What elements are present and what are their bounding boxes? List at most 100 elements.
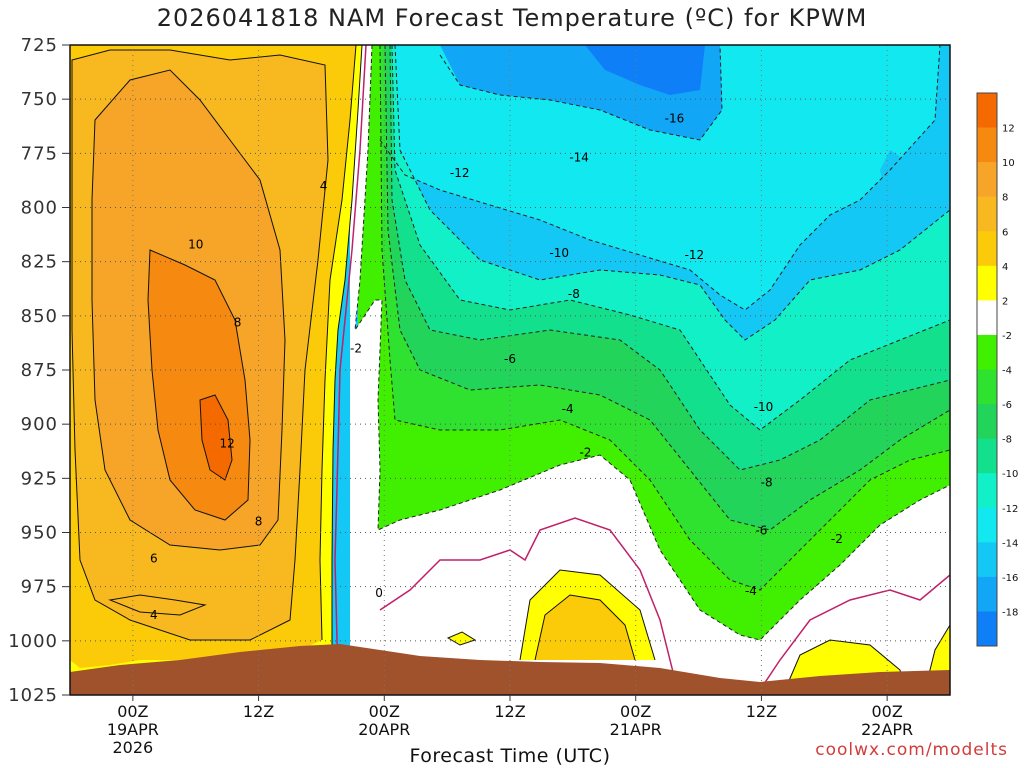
band-minus-18 — [585, 45, 705, 95]
y-tick-label: 1025 — [8, 685, 58, 706]
contour-label: -10 — [549, 246, 569, 260]
pocket-warm-2 — [535, 595, 635, 660]
contour-zero-3 — [759, 574, 950, 691]
colorbar-segment — [977, 265, 997, 301]
colorbar-segment — [977, 334, 997, 370]
x-tick-time: 00Z — [620, 702, 651, 721]
contour-minus-6 — [384, 45, 950, 531]
contour-zero-2 — [379, 517, 676, 681]
x-tick-time: 00Z — [871, 702, 902, 721]
y-tick-label: 850 — [21, 306, 58, 327]
colorbar-segment — [977, 611, 997, 647]
colorbar-segment — [977, 300, 997, 336]
band-minus-14 — [380, 45, 940, 310]
colorbar-tick-label: -8 — [1002, 435, 1012, 446]
colorbar-segment — [977, 162, 997, 198]
colorbar-tick-label: 10 — [1002, 158, 1015, 169]
contour-minus-14 — [379, 45, 941, 311]
plot-area: 10 8 12 8 6 4 4 -2 0 -12 -10 -8 -6 -4 -2 -14 -16 -12 -10 -8… — [70, 45, 950, 695]
band-plus-12 — [200, 395, 232, 480]
colorbar-segment — [977, 196, 997, 232]
colorbar-segment — [977, 231, 997, 267]
colorbar-segment — [977, 93, 997, 129]
colorbar-border — [976, 92, 998, 647]
y-tick-label: 1000 — [8, 631, 58, 652]
colorbar-segment — [977, 438, 997, 474]
colorbar-tick-label: 2 — [1002, 296, 1008, 307]
contour-minus-8 — [389, 45, 950, 471]
colorbar-tick-label: -2 — [1002, 331, 1012, 342]
contour-minus-4 — [379, 45, 950, 591]
colorbar-tick-label: 4 — [1002, 262, 1008, 273]
x-axis-label: Forecast Time (UTC) — [409, 745, 611, 767]
pocket-cold-1 — [880, 150, 905, 190]
contour-label: 10 — [188, 237, 203, 251]
colorbar-tick-label: -4 — [1002, 366, 1012, 377]
x-tick-date: 20APR — [358, 720, 410, 739]
contour-minus-10 — [391, 45, 950, 431]
colorbar-segment — [977, 542, 997, 578]
contour-plus-6 — [71, 49, 329, 641]
contour-label: -2 — [350, 341, 362, 355]
x-tick-date: 19APR — [107, 720, 159, 739]
contour-label: 8 — [255, 515, 263, 529]
x-tick-time: 12Z — [746, 702, 777, 721]
contour-label: 0 — [375, 586, 383, 600]
contour-plus-12 — [199, 394, 233, 481]
x-tick-date: 21APR — [610, 720, 662, 739]
x-tick-time: 00Z — [369, 702, 400, 721]
colorbar-tick-label: 8 — [1002, 193, 1008, 204]
contour-plus-2 — [331, 45, 363, 695]
chart-title: 2026041818 NAM Forecast Temperature (ºC)… — [156, 4, 868, 32]
y-tick-label: 775 — [21, 143, 58, 164]
contour-label: -14 — [569, 151, 589, 165]
y-tick-label: 800 — [21, 198, 58, 219]
contour-label: -8 — [761, 476, 773, 490]
y-tick-label: 925 — [21, 468, 58, 489]
x-tick-time: 12Z — [494, 702, 525, 721]
surface-terrain — [70, 644, 950, 695]
y-tick-label: 825 — [21, 252, 58, 273]
contour-extra-1 — [108, 594, 207, 616]
colorbar-segment — [977, 576, 997, 612]
contour-warm-pocket-1 — [519, 569, 656, 661]
x-tick-date: 22APR — [861, 720, 913, 739]
contour-plus-10 — [147, 249, 251, 521]
x-tick-time: 12Z — [243, 702, 274, 721]
x-tick-time: 00Z — [117, 702, 148, 721]
colorbar-segment — [977, 473, 997, 509]
y-tick-label: 950 — [21, 523, 58, 544]
contour-label: -8 — [568, 287, 580, 301]
contour-plus-4 — [319, 45, 357, 641]
contour-plus-8 — [91, 69, 286, 551]
colorbar-segment — [977, 369, 997, 405]
colorbar-tick-label: -18 — [1002, 607, 1018, 618]
colorbar: 12 10 8 6 4 2 -2 -4 -6 -8 -10 -12 -14 -16 -18 — [976, 92, 1018, 647]
contour-label: 6 — [150, 552, 158, 566]
contour-minus-16 — [439, 45, 723, 141]
colorbar-segment — [977, 404, 997, 440]
colorbar-tick-label: 6 — [1002, 227, 1008, 238]
contour-warm-pocket-2 — [534, 594, 636, 661]
y-tick-label: 900 — [21, 414, 58, 435]
y-tick-label: 750 — [21, 89, 58, 110]
contour-label: 4 — [150, 608, 158, 622]
contour-label: -2 — [579, 445, 591, 459]
contour-label: 4 — [320, 179, 328, 193]
contour-zero-1 — [334, 45, 367, 681]
credit-text[interactable]: coolwx.com/modelts — [815, 740, 1008, 760]
contour-label: -10 — [754, 400, 774, 414]
contour-label: 8 — [234, 315, 242, 329]
contour-label: -4 — [562, 402, 574, 416]
y-tick-label: 975 — [21, 577, 58, 598]
colorbar-tick-label: -6 — [1002, 400, 1012, 411]
contour-warm-pocket-5 — [446, 631, 477, 646]
colorbar-tick-label: -16 — [1002, 573, 1018, 584]
contour-label: -12 — [685, 248, 705, 262]
colorbar-tick-label: -14 — [1002, 538, 1018, 549]
y-tick-label: 875 — [21, 360, 58, 381]
contour-label: -4 — [745, 584, 757, 598]
contour-label: -6 — [504, 352, 516, 366]
colorbar-segment — [977, 507, 997, 543]
